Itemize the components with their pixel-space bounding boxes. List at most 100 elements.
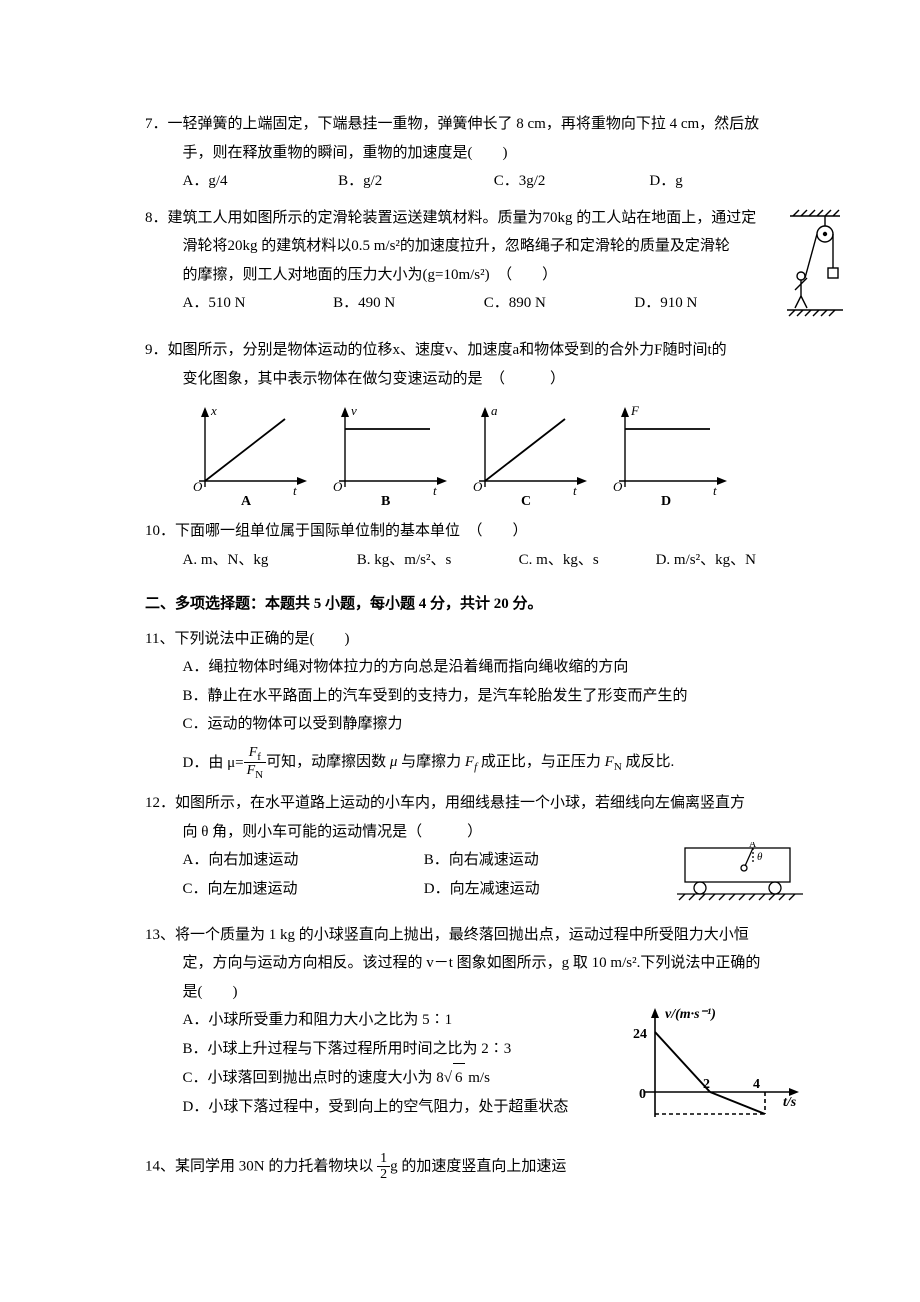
q7-line2: 手，则在释放重物的瞬间，重物的加速度是( ) bbox=[145, 139, 805, 168]
q9-graph-b: v t O B bbox=[315, 399, 455, 509]
svg-text:v: v bbox=[351, 403, 357, 418]
q7-opt-c: C．3g/2 bbox=[494, 167, 650, 196]
q9-line1: 如图所示，分别是物体运动的位移x、速度v、加速度a和物体受到的合外力F随时间t的 bbox=[168, 342, 727, 358]
q13-c-sqrt: 6 bbox=[453, 1063, 465, 1093]
q8-opt-d: D．910 N bbox=[634, 289, 785, 318]
q8-opt-c: C．890 N bbox=[484, 289, 635, 318]
sqrt-sign: √ bbox=[444, 1070, 452, 1086]
q11-opt-b: B．静止在水平路面上的汽车受到的支持力，是汽车轮胎发生了形变而产生的 bbox=[145, 682, 805, 711]
q8-line3: 的摩擦，则工人对地面的压力大小为(g=10m/s²) （ ） bbox=[145, 261, 805, 290]
q8-line2: 滑轮将20kg 的建筑材料以0.5 m/s²的加速度拉升，忽略绳子和定滑轮的质量… bbox=[145, 232, 805, 261]
frac-sub-f: f bbox=[257, 750, 261, 762]
q12-figure: θ A bbox=[675, 842, 805, 913]
q8-num: 8． bbox=[145, 210, 168, 226]
q11-opt-c: C．运动的物体可以受到静摩擦力 bbox=[145, 710, 805, 739]
question-12: 12．如图所示，在水平道路上运动的小车内，用细线悬挂一个小球，若细线向左偏离竖直… bbox=[145, 789, 805, 913]
svg-text:2: 2 bbox=[703, 1077, 710, 1092]
svg-text:O: O bbox=[473, 479, 483, 494]
q14-num: 14、 bbox=[145, 1158, 175, 1174]
question-9: 9．如图所示，分别是物体运动的位移x、速度v、加速度a和物体受到的合外力F随时间… bbox=[145, 336, 805, 509]
q10-opt-b: B. kg、m/s²、s bbox=[357, 546, 519, 575]
q10-num: 10． bbox=[145, 523, 175, 539]
svg-text:0: 0 bbox=[639, 1087, 646, 1102]
svg-text:C: C bbox=[521, 494, 531, 509]
q10-opt-c: C. m、kg、s bbox=[519, 546, 656, 575]
svg-text:t: t bbox=[713, 483, 717, 498]
q14-pre: 某同学用 30N 的力托着物块以 bbox=[175, 1158, 377, 1174]
q14-frac-den: 2 bbox=[377, 1167, 390, 1182]
svg-text:O: O bbox=[193, 479, 203, 494]
q12-opt-b: B．向右减速运动 bbox=[424, 846, 665, 875]
svg-text:4: 4 bbox=[753, 1077, 760, 1092]
section-2-heading: 二、多项选择题：本题共 5 小题，每小题 4 分，共计 20 分。 bbox=[145, 590, 805, 619]
q12-line1: 如图所示，在水平道路上运动的小车内，用细线悬挂一个小球，若细线向左偏离竖直方 bbox=[175, 795, 745, 811]
q12-opt-c: C．向左加速运动 bbox=[183, 875, 424, 904]
q9-graph-d: Ft O D bbox=[595, 399, 735, 509]
q8-options: A．510 N B．490 N C．890 N D．910 N bbox=[145, 289, 785, 318]
q13-line2: 定，方向与运动方向相反。该过程的 v－t 图象如图所示，g 取 10 m/s².… bbox=[145, 949, 805, 978]
q14-fraction: 12 bbox=[377, 1151, 390, 1183]
frac-f1: F bbox=[249, 745, 258, 760]
svg-text:F: F bbox=[630, 403, 640, 418]
q9-num: 9． bbox=[145, 342, 168, 358]
q7-opt-b: B．g/2 bbox=[338, 167, 494, 196]
q13-graph: v/(m·s⁻¹) 24 0 2 4 t/s bbox=[625, 1002, 805, 1143]
q10-text: 下面哪一组单位属于国际单位制的基本单位 （ ） bbox=[175, 523, 528, 539]
question-8: 8．建筑工人用如图所示的定滑轮装置运送建筑材料。质量为70kg 的工人站在地面上… bbox=[145, 204, 805, 329]
q13-line1: 将一个质量为 1 kg 的小球竖直向上抛出，最终落回抛出点，运动过程中所受阻力大… bbox=[175, 927, 749, 943]
q8-line1: 建筑工人用如图所示的定滑轮装置运送建筑材料。质量为70kg 的工人站在地面上，通… bbox=[168, 210, 757, 226]
q11-d-pre: D．由 μ= bbox=[183, 754, 244, 770]
q9-graph-c: a t O C bbox=[455, 399, 595, 509]
question-10: 10．下面哪一组单位属于国际单位制的基本单位 （ ） A. m、N、kg B. … bbox=[145, 517, 805, 574]
q7-opt-a: A．g/4 bbox=[183, 167, 339, 196]
svg-text:t/s: t/s bbox=[783, 1095, 797, 1110]
q11-opt-d: D．由 μ=FfFN可知，动摩擦因数 μ 与摩擦力 Ff 成正比，与正压力 FN… bbox=[145, 745, 805, 782]
svg-text:t: t bbox=[433, 483, 437, 498]
svg-text:t: t bbox=[573, 483, 577, 498]
q11-text: 下列说法中正确的是( ) bbox=[174, 631, 349, 647]
q12-opt-d: D．向左减速运动 bbox=[424, 875, 665, 904]
svg-text:24: 24 bbox=[633, 1027, 647, 1042]
svg-text:B: B bbox=[381, 494, 390, 509]
q10-opt-d: D. m/s²、kg、N bbox=[656, 546, 805, 575]
frac-f2: F bbox=[247, 763, 256, 778]
q11-opt-a: A．绳拉物体时绳对物体拉力的方向总是沿着绳而指向绳收缩的方向 bbox=[145, 653, 805, 682]
svg-text:A: A bbox=[749, 842, 757, 850]
q13-c-pre: C．小球落回到抛出点时的速度大小为 8 bbox=[183, 1070, 444, 1086]
q9-graphs: x t O Av t O Ba t O C Ft O D bbox=[145, 399, 805, 509]
svg-text:x: x bbox=[210, 403, 217, 418]
q10-options: A. m、N、kg B. kg、m/s²、s C. m、kg、s D. m/s²… bbox=[145, 546, 805, 575]
svg-text:O: O bbox=[613, 479, 623, 494]
q9-graph-a: x t O A bbox=[175, 399, 315, 509]
q11-d-fraction: FfFN bbox=[244, 745, 267, 782]
svg-text:O: O bbox=[333, 479, 343, 494]
q14-post: g 的加速度竖直向上加速运 bbox=[390, 1158, 566, 1174]
q13-c-post: m/s bbox=[465, 1070, 490, 1086]
q7-options: A．g/4 B．g/2 C．3g/2 D．g bbox=[145, 167, 805, 196]
q10-opt-a: A. m、N、kg bbox=[183, 546, 357, 575]
svg-text:D: D bbox=[661, 494, 671, 509]
q11-num: 11、 bbox=[145, 631, 174, 647]
q13-num: 13、 bbox=[145, 927, 175, 943]
q12-num: 12． bbox=[145, 795, 175, 811]
svg-text:A: A bbox=[241, 494, 252, 509]
q14-frac-num: 1 bbox=[377, 1151, 390, 1167]
svg-text:t: t bbox=[293, 483, 297, 498]
q8-opt-b: B．490 N bbox=[333, 289, 484, 318]
q12-opt-a: A．向右加速运动 bbox=[183, 846, 424, 875]
svg-text:θ: θ bbox=[757, 851, 763, 863]
q7-num: 7． bbox=[145, 116, 168, 132]
question-11: 11、下列说法中正确的是( ) A．绳拉物体时绳对物体拉力的方向总是沿着绳而指向… bbox=[145, 625, 805, 782]
q7-line1: 一轻弹簧的上端固定，下端悬挂一重物，弹簧伸长了 8 cm，再将重物向下拉 4 c… bbox=[168, 116, 760, 132]
q9-line2: 变化图象，其中表示物体在做匀变速运动的是 （ ） bbox=[145, 365, 805, 394]
question-7: 7．一轻弹簧的上端固定，下端悬挂一重物，弹簧伸长了 8 cm，再将重物向下拉 4… bbox=[145, 110, 805, 196]
frac-sub-n: N bbox=[255, 769, 263, 781]
question-13: 13、将一个质量为 1 kg 的小球竖直向上抛出，最终落回抛出点，运动过程中所受… bbox=[145, 921, 805, 1143]
q8-opt-a: A．510 N bbox=[183, 289, 334, 318]
question-14: 14、某同学用 30N 的力托着物块以 12g 的加速度竖直向上加速运 bbox=[145, 1151, 805, 1183]
q11-d-post: 可知，动摩擦因数 μ 与摩擦力 Ff 成正比，与正压力 FN 成反比. bbox=[266, 754, 674, 770]
svg-text:v/(m·s⁻¹): v/(m·s⁻¹) bbox=[665, 1007, 716, 1022]
q8-figure bbox=[785, 208, 845, 329]
svg-text:a: a bbox=[491, 403, 498, 418]
q7-opt-d: D．g bbox=[649, 167, 805, 196]
